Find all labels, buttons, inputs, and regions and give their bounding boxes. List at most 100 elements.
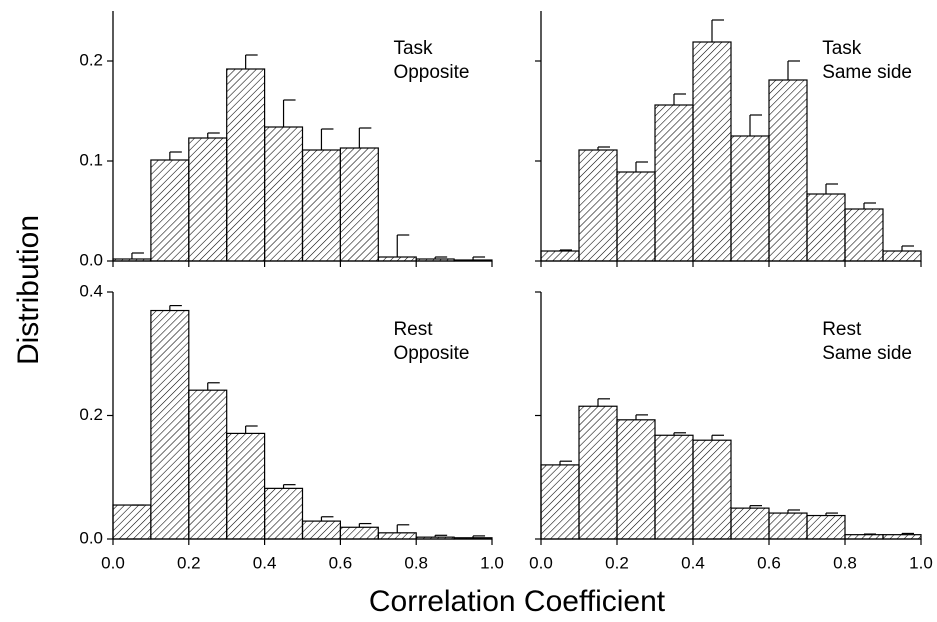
error-bar [358,127,372,148]
x-tick-label: 0.6 [757,553,781,572]
error-bar [434,534,448,538]
bar [806,514,846,540]
error-bar [396,524,410,533]
bar [540,464,580,540]
bar [616,171,656,262]
bar [616,419,656,540]
bar [112,258,152,262]
error-bar [559,460,572,465]
bar [415,536,455,540]
error-bar [169,151,182,160]
error-bar [131,252,144,259]
error-bar [749,505,762,509]
bar [730,135,770,262]
y-tick-label: 0.0 [79,528,103,547]
panel-annotation: Task [393,38,433,59]
x-tick-label: 0.4 [681,553,705,572]
x-tick-label: 1.0 [480,553,504,572]
error-bar [673,93,686,105]
error-bar [282,484,296,489]
bar [415,258,455,262]
bar [844,208,884,262]
bar [730,507,770,540]
x-axis-label: Correlation Coefficient [369,585,666,618]
panel-annotation: Same side [822,343,912,364]
bar [301,149,342,262]
bar [768,512,808,540]
error-bar [245,425,258,434]
error-bar [597,146,610,150]
error-bar [825,512,838,516]
error-bar [711,434,724,441]
bar [188,137,228,262]
panel-annotation: Opposite [393,62,469,83]
panel-annotation: Rest [393,319,433,340]
bar [453,537,493,540]
bar [264,487,304,540]
y-tick-label: 0.2 [79,405,103,424]
panel-annotation: Rest [822,319,862,340]
error-bar [207,132,220,138]
bar [339,147,379,262]
error-bar [863,533,876,535]
y-axis-label: Distribution [12,215,45,365]
x-tick-label: 0.4 [253,553,277,572]
x-tick-label: 0.0 [101,553,125,572]
bar [339,526,379,540]
y-tick-label: 0.2 [79,50,103,69]
bar [578,149,618,262]
error-bar [597,398,610,407]
error-bar [245,54,258,69]
error-bar [711,19,724,42]
y-tick-label: 0.0 [79,250,103,269]
bar [377,256,417,262]
bar [882,250,922,262]
bar [188,389,228,540]
error-bar [207,382,220,391]
error-bar [635,414,648,420]
x-tick-label: 0.8 [833,553,857,572]
error-bar [863,202,876,209]
error-bar [169,304,182,311]
bar [578,405,618,540]
panel-annotation: Opposite [393,343,469,364]
bar [377,532,417,540]
y-tick-label: 0.4 [79,281,103,300]
error-bar [434,256,448,259]
x-tick-label: 0.2 [605,553,629,572]
error-bar [472,256,486,260]
bar [150,309,190,540]
bar [112,504,152,540]
bar [844,534,884,540]
y-tick-label: 0.1 [79,150,103,169]
error-bar [787,60,800,80]
error-bar [825,183,838,194]
bar [768,79,808,262]
error-bar [358,522,372,528]
bar [453,259,493,262]
x-tick-label: 0.0 [529,553,553,572]
error-bar [901,245,914,251]
bar [882,534,922,540]
bar [226,68,266,262]
bar [540,250,580,262]
error-bar [320,128,334,150]
bar [692,439,732,540]
bar [806,193,846,262]
error-bar [787,509,800,514]
bar [692,41,732,262]
bar [150,159,190,262]
x-tick-label: 1.0 [909,553,933,572]
bar [264,126,304,262]
error-bar [282,99,296,127]
error-bar [749,114,762,136]
x-tick-label: 0.6 [329,553,353,572]
panel-annotation: Same side [822,62,912,83]
error-bar [559,249,572,251]
error-bar [320,516,334,522]
bar [654,434,694,540]
error-bar [901,532,914,535]
bar [226,432,266,540]
x-tick-label: 0.2 [177,553,201,572]
